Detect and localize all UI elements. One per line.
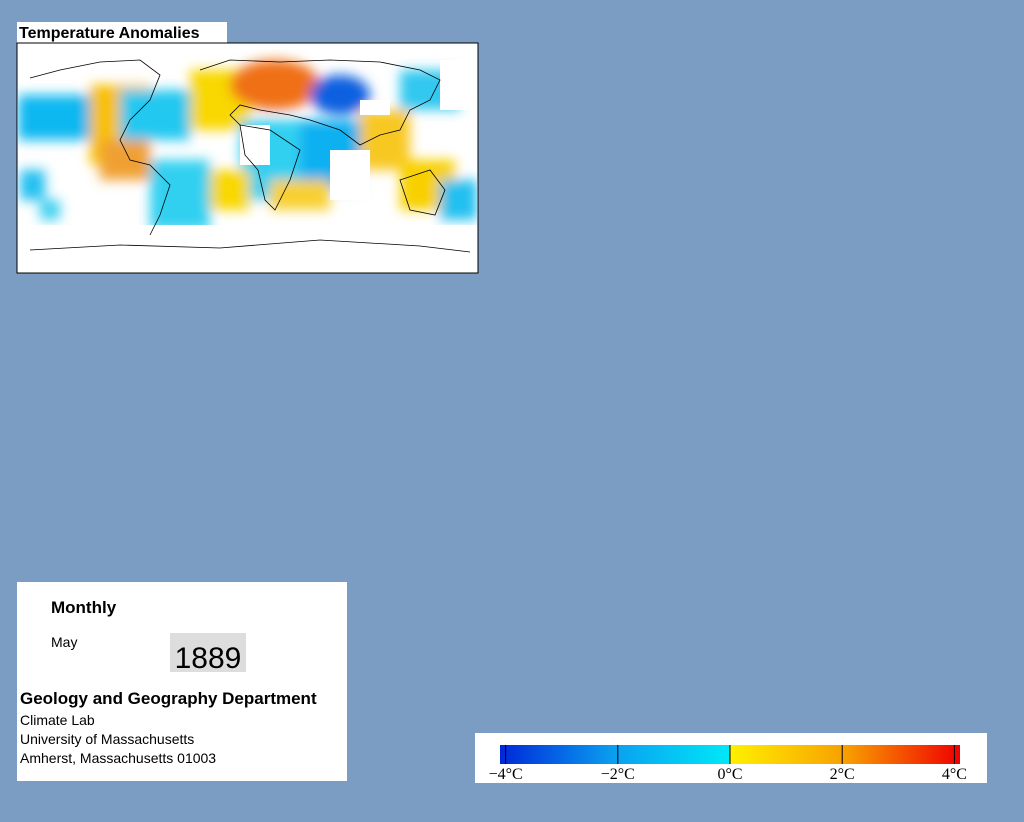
- department: Geology and Geography Department: [20, 689, 317, 708]
- title-box: [17, 22, 227, 43]
- year: 1889: [175, 642, 242, 675]
- colorbar-tick-label: −4°C: [489, 766, 523, 783]
- anomaly-field: [18, 60, 477, 272]
- colorbar-tick-label: −2°C: [601, 766, 635, 783]
- map-title: Temperature Anomalies: [19, 25, 200, 42]
- address-line: Amherst, Massachusetts 01003: [20, 750, 216, 766]
- period: Monthly: [51, 598, 117, 617]
- month: May: [51, 634, 77, 650]
- address-line: University of Massachusetts: [20, 731, 194, 747]
- info-box: [17, 582, 347, 781]
- year-box: [170, 633, 246, 672]
- address-line: Climate Lab: [20, 712, 95, 728]
- colorbar-tick-label: 2°C: [830, 766, 855, 783]
- colorbar-tick-label: 4°C: [942, 766, 967, 783]
- coastlines: [29, 59, 471, 253]
- colorbar-tick-label: 0°C: [717, 766, 742, 783]
